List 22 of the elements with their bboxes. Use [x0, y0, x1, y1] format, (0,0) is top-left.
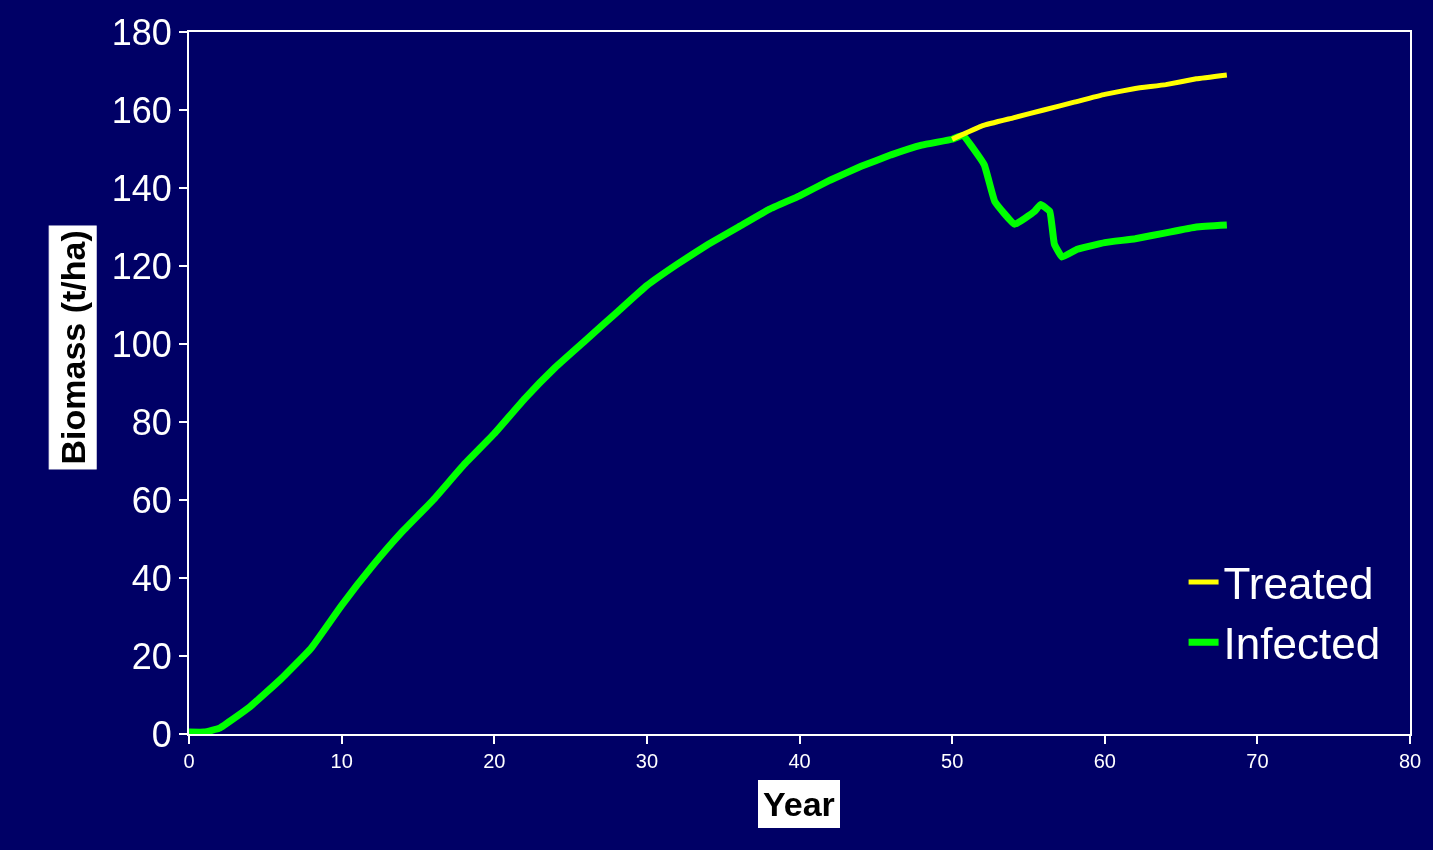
x-axis-title: Year [763, 785, 835, 823]
y-tick-label: 60 [131, 479, 172, 521]
legend-label: Treated [1223, 559, 1374, 609]
x-tick-label: 10 [330, 750, 353, 772]
y-tick-label: 140 [111, 167, 172, 209]
y-tick-label: 160 [111, 89, 172, 131]
y-tick-label: 40 [131, 557, 172, 599]
y-axis-title: Biomass (t/ha) [53, 230, 92, 465]
x-tick-label: 70 [1246, 750, 1269, 772]
y-tick-label: 180 [111, 11, 172, 53]
legend-label: Infected [1223, 619, 1381, 669]
x-tick-label: 80 [1398, 750, 1422, 772]
y-tick-label: 120 [111, 245, 172, 287]
y-tick-label: 100 [111, 323, 172, 365]
x-tick-label: 50 [941, 750, 964, 772]
x-tick-label: 60 [1093, 750, 1116, 772]
x-tick-label: 40 [788, 750, 811, 772]
x-tick-label: 30 [635, 750, 659, 772]
y-tick-label: 20 [131, 635, 172, 677]
y-tick-label: 80 [131, 401, 172, 443]
x-tick-label: 20 [483, 750, 506, 772]
x-tick-label: 0 [183, 750, 195, 772]
